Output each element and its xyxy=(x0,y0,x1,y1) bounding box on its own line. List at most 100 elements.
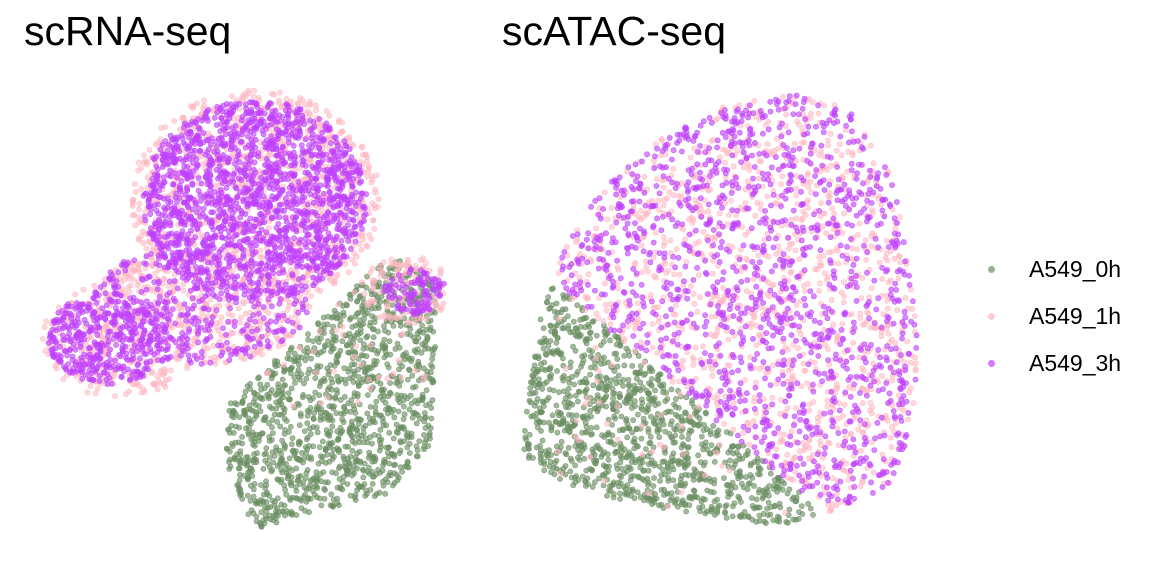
rna-points-point-a549_0h xyxy=(426,430,433,437)
rna-points-point-a549_3h xyxy=(256,220,263,227)
rna-points-point-a549_1h xyxy=(259,351,265,358)
rna-points-point-a549_1h xyxy=(180,114,187,121)
rna-points-point-a549_0h xyxy=(421,418,428,425)
rna-points-point-a549_0h xyxy=(387,472,394,479)
rna-points-point-a549_1h xyxy=(368,179,375,186)
rna-points-point-a549_0h xyxy=(337,430,344,437)
rna-points-point-a549_3h xyxy=(180,139,187,146)
rna-points-point-a549_0h xyxy=(260,465,267,472)
rna-points-point-a549_3h xyxy=(176,148,183,155)
rna-points-point-a549_3h xyxy=(310,282,317,289)
rna-points-point-a549_1h xyxy=(361,290,368,297)
rna-points-point-a549_3h xyxy=(277,296,284,302)
rna-points-point-a549_0h xyxy=(409,414,416,421)
rna-points-point-a549_0h xyxy=(354,450,361,457)
rna-points-point-a549_0h xyxy=(422,345,428,352)
rna-points-point-a549_1h xyxy=(420,255,426,262)
rna-points-point-a549_0h xyxy=(288,482,294,489)
rna-points-point-a549_3h xyxy=(123,323,130,330)
rna-points-point-a549_0h xyxy=(254,499,261,506)
rna-points-point-a549_3h xyxy=(149,305,156,311)
rna-points-point-a549_3h xyxy=(436,286,442,292)
rna-points-point-a549_1h xyxy=(373,172,380,179)
rna-points-point-a549_0h xyxy=(316,392,323,399)
rna-points-point-a549_0h xyxy=(382,345,388,351)
rna-points-point-a549_3h xyxy=(298,282,305,289)
rna-points-point-a549_0h xyxy=(354,298,360,305)
rna-points-point-a549_3h xyxy=(58,316,65,323)
rna-points-point-a549_0h xyxy=(236,459,243,466)
rna-points-point-a549_0h xyxy=(317,416,324,423)
rna-points-point-a549_3h xyxy=(59,307,66,314)
rna-points-point-a549_3h xyxy=(265,158,271,165)
rna-points-point-a549_1h xyxy=(437,271,444,278)
rna-points-point-a549_3h xyxy=(239,210,245,217)
rna-points-point-a549_0h xyxy=(307,425,313,432)
rna-points-point-a549_0h xyxy=(428,415,435,422)
rna-points-point-a549_0h xyxy=(312,375,319,382)
rna-points-point-a549_0h xyxy=(339,416,346,423)
rna-points-point-a549_3h xyxy=(200,205,207,212)
rna-points-point-a549_3h xyxy=(202,238,209,244)
rna-points-point-a549_0h xyxy=(268,375,275,382)
rna-points-point-a549_1h xyxy=(358,361,364,368)
rna-points-point-a549_1h xyxy=(290,402,296,409)
rna-points-point-a549_0h xyxy=(279,390,286,396)
rna-points-point-a549_1h xyxy=(92,390,99,397)
rna-points-point-a549_1h xyxy=(159,372,166,379)
rna-points-point-a549_0h xyxy=(386,389,393,396)
rna-points-point-a549_3h xyxy=(244,322,250,329)
rna-points-point-a549_3h xyxy=(195,175,202,181)
rna-points-point-a549_3h xyxy=(301,219,308,226)
rna-points-point-a549_3h xyxy=(146,193,153,200)
rna-points-point-a549_3h xyxy=(285,251,292,257)
rna-points-point-a549_0h xyxy=(359,308,366,315)
rna-points-point-a549_0h xyxy=(371,453,378,460)
rna-points-point-a549_3h xyxy=(359,225,365,232)
rna-points-point-a549_0h xyxy=(296,361,302,368)
rna-points-point-a549_0h xyxy=(273,447,280,454)
rna-points-point-a549_1h xyxy=(259,254,265,260)
rna-points-point-a549_1h xyxy=(378,272,384,279)
rna-points-point-a549_1h xyxy=(370,283,376,290)
rna-points-point-a549_0h xyxy=(304,467,311,473)
rna-points-point-a549_0h xyxy=(413,420,420,427)
rna-points-point-a549_1h xyxy=(398,374,405,381)
rna-points-point-a549_1h xyxy=(146,146,153,153)
rna-points-point-a549_0h xyxy=(310,338,316,344)
rna-points-point-a549_0h xyxy=(295,441,302,448)
rna-points-point-a549_0h xyxy=(274,462,281,469)
rna-points-point-a549_3h xyxy=(302,296,309,303)
rna-points-point-a549_3h xyxy=(273,236,280,242)
rna-points-point-a549_0h xyxy=(279,508,286,515)
rna-points-point-a549_0h xyxy=(282,382,288,389)
rna-points-point-a549_1h xyxy=(236,319,243,326)
rna-points-point-a549_3h xyxy=(397,277,404,284)
rna-points-point-a549_0h xyxy=(236,414,243,420)
rna-points-point-a549_1h xyxy=(333,327,340,333)
rna-points-point-a549_1h xyxy=(339,331,346,338)
rna-points-point-a549_3h xyxy=(285,114,292,121)
rna-points-point-a549_1h xyxy=(210,342,217,349)
rna-points-point-a549_3h xyxy=(171,170,178,176)
rna-points-point-a549_1h xyxy=(364,154,370,160)
rna-points-point-a549_3h xyxy=(208,259,215,266)
rna-points-point-a549_0h xyxy=(234,451,240,458)
rna-points-point-a549_1h xyxy=(437,266,444,273)
rna-points-point-a549_3h xyxy=(117,325,124,332)
rna-points-point-a549_0h xyxy=(298,371,305,378)
rna-points-point-a549_1h xyxy=(72,291,79,298)
rna-points-point-a549_0h xyxy=(246,424,252,431)
rna-points-point-a549_3h xyxy=(218,121,224,127)
rna-points-point-a549_1h xyxy=(180,281,187,288)
rna-points-point-a549_3h xyxy=(260,315,267,321)
rna-points-point-a549_0h xyxy=(286,356,293,362)
rna-points-point-a549_0h xyxy=(266,437,273,444)
rna-points-point-a549_0h xyxy=(312,477,319,484)
rna-points-point-a549_3h xyxy=(67,338,74,345)
rna-points-point-a549_1h xyxy=(313,102,319,109)
rna-points-point-a549_1h xyxy=(121,277,128,283)
rna-points-point-a549_3h xyxy=(189,295,196,301)
rna-points-point-a549_0h xyxy=(357,483,364,490)
rna-points-point-a549_0h xyxy=(242,388,249,395)
